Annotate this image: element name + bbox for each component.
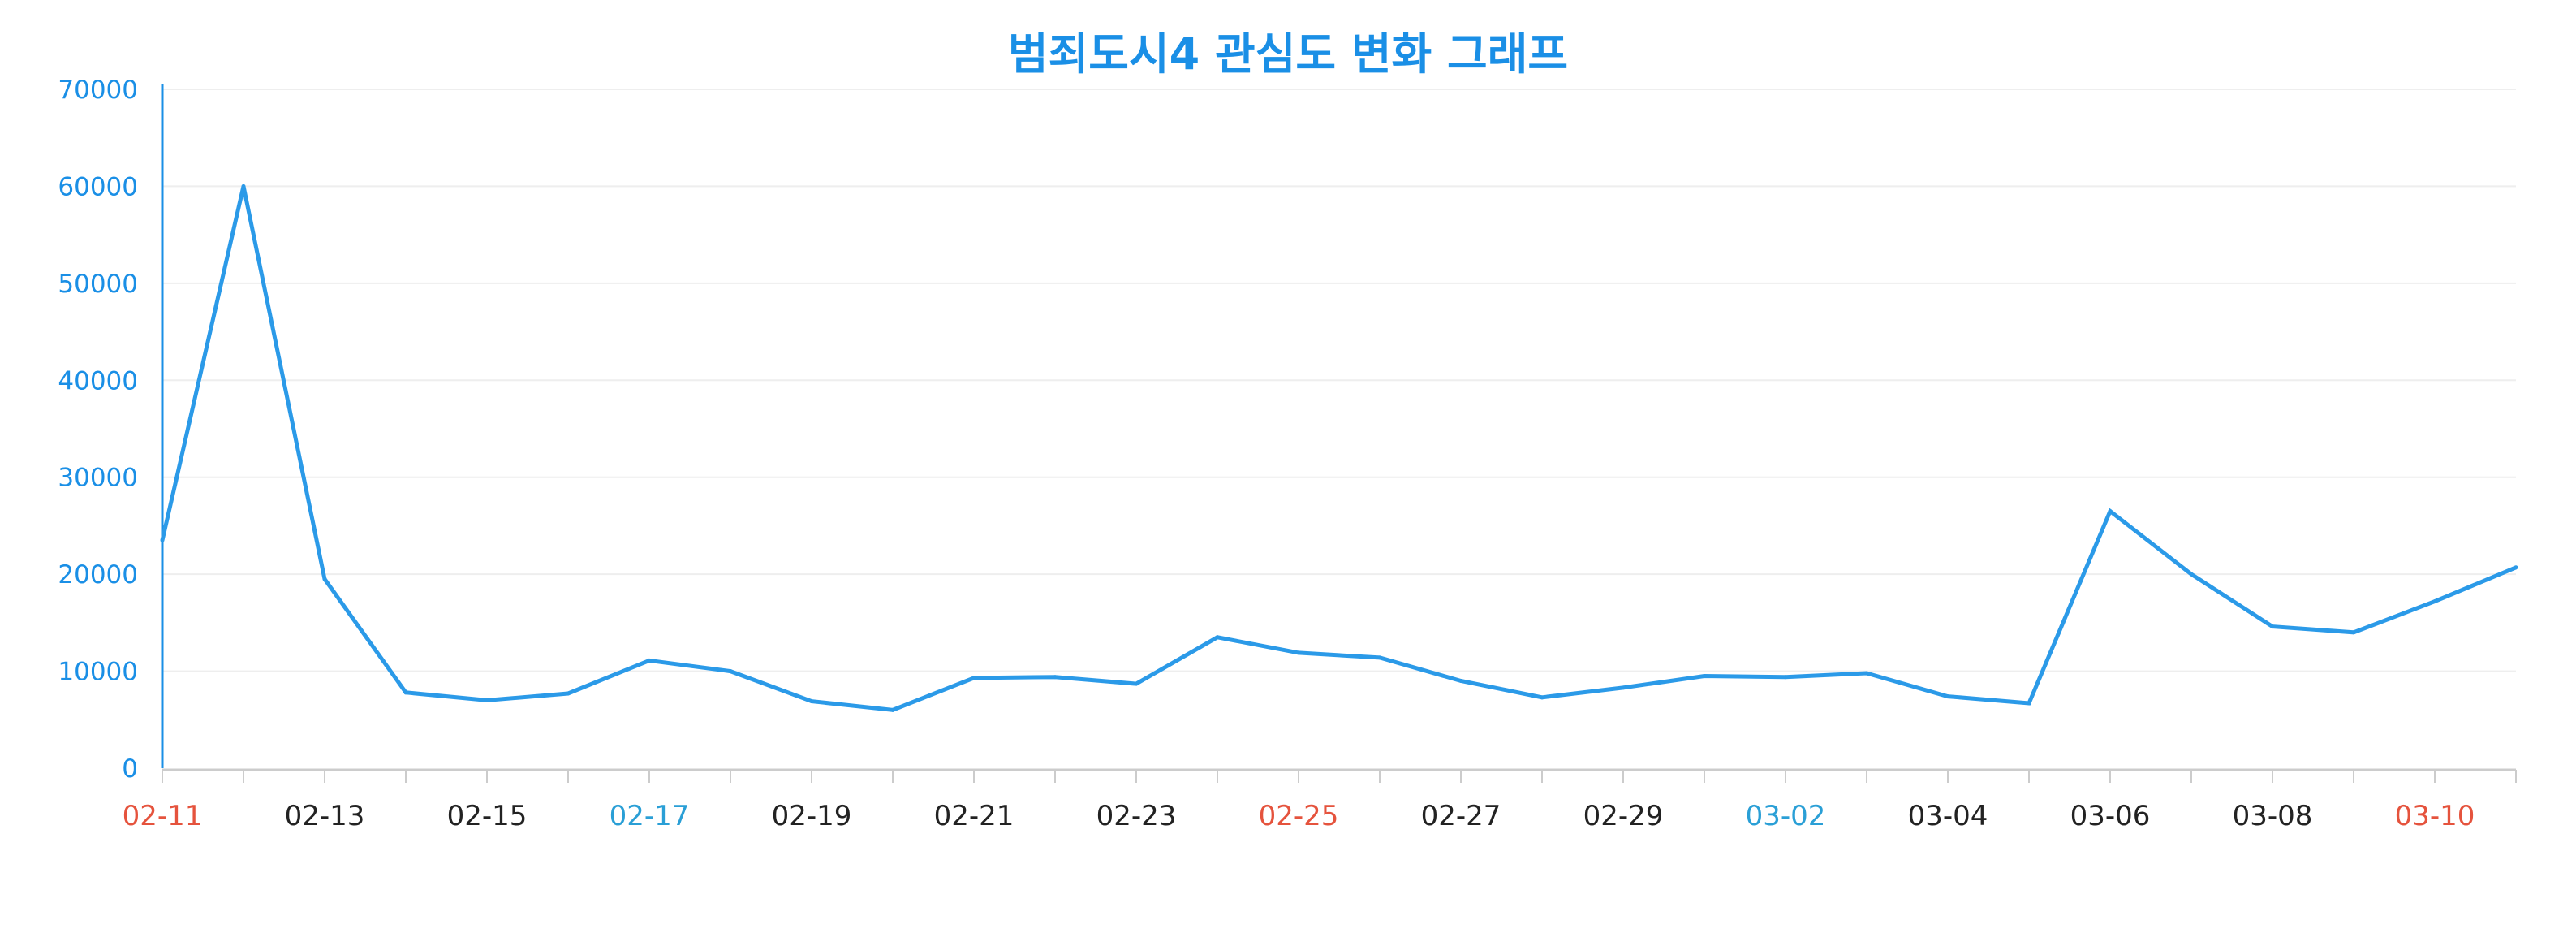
x-tick-label: 02-21	[934, 800, 1014, 832]
data-point	[1215, 635, 1220, 640]
x-tick-label: 02-23	[1096, 800, 1177, 832]
data-point	[1702, 674, 1707, 679]
x-tick-label: 02-15	[447, 800, 528, 832]
data-point	[1783, 675, 1788, 680]
data-point	[2027, 701, 2031, 706]
data-point	[1053, 675, 1058, 680]
data-point	[2351, 630, 2356, 635]
data-point	[322, 577, 327, 581]
data-point	[2108, 509, 2113, 514]
data-point	[1458, 679, 1463, 684]
x-tick-label: 03-10	[2395, 800, 2475, 832]
x-tick-label: 02-27	[1421, 800, 1501, 832]
x-tick-label: 02-29	[1583, 800, 1664, 832]
x-tick-label: 03-08	[2233, 800, 2313, 832]
data-point	[1864, 671, 1869, 676]
data-point	[2432, 599, 2437, 604]
data-point	[485, 698, 489, 702]
y-tick-label: 30000	[58, 464, 138, 493]
data-point	[809, 699, 814, 704]
data-point	[403, 690, 408, 695]
data-point	[647, 658, 652, 663]
data-point	[566, 691, 571, 696]
data-point	[1377, 655, 1382, 660]
x-tick-label: 03-02	[1746, 800, 1826, 832]
data-point	[971, 676, 976, 680]
x-tick-label: 02-17	[610, 800, 690, 832]
chart-title: 범죄도시4 관심도 변화 그래프	[1007, 28, 1569, 80]
y-tick-label: 10000	[58, 658, 138, 687]
x-tick-label: 03-06	[2070, 800, 2151, 832]
y-tick-label: 50000	[58, 270, 138, 299]
series-line	[160, 185, 2517, 712]
data-point	[2514, 565, 2518, 570]
data-point	[1134, 681, 1139, 686]
data-point	[1296, 650, 1301, 655]
data-point	[728, 669, 733, 674]
y-tick-label: 0	[122, 754, 138, 784]
data-point	[2270, 624, 2275, 629]
data-point	[1621, 685, 1626, 690]
data-point	[241, 184, 246, 188]
x-tick-label: 03-04	[1908, 800, 1988, 832]
y-tick-label: 70000	[58, 76, 138, 105]
y-tick-label: 60000	[58, 172, 138, 201]
y-tick-label: 20000	[58, 560, 138, 590]
data-point	[1540, 695, 1544, 700]
y-tick-label: 40000	[58, 366, 138, 395]
data-point	[160, 538, 165, 542]
x-tick-label: 02-11	[123, 800, 203, 832]
data-point	[1945, 694, 1950, 699]
x-tick-label: 02-13	[285, 800, 365, 832]
x-tick-label: 02-25	[1259, 800, 1339, 832]
data-point	[890, 707, 895, 712]
data-point	[2189, 572, 2194, 577]
x-tick-label: 02-19	[772, 800, 852, 832]
